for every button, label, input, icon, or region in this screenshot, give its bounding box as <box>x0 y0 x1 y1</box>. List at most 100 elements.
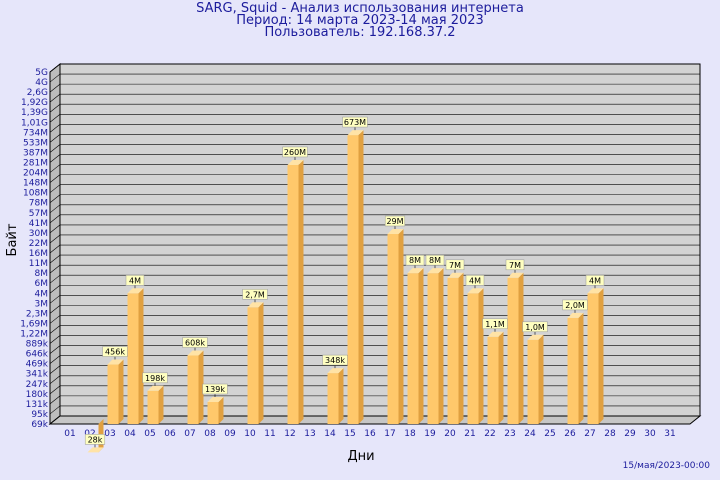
y-tick-label: 1,39G <box>21 108 48 118</box>
y-tick-label: 341k <box>26 370 49 380</box>
data-labels: 28k 456k 4M 198k 608k 139k 2,7M 260M 348k 673M 29M… <box>84 116 605 448</box>
bar <box>487 331 504 424</box>
x-tick-label: 28 <box>604 429 616 439</box>
gridline-side <box>49 194 61 203</box>
bar <box>127 288 144 424</box>
y-tick-label: 57M <box>29 209 48 219</box>
bar <box>187 350 204 424</box>
gridline-side <box>49 365 61 374</box>
x-tick-label: 29 <box>624 429 636 439</box>
gridline-side <box>49 325 61 334</box>
svg-text:198k: 198k <box>145 374 165 383</box>
bar <box>387 229 404 424</box>
data-label: 8M <box>425 254 445 269</box>
gridline-side <box>49 295 61 304</box>
bar <box>347 130 364 424</box>
bars <box>87 130 604 453</box>
x-tick-label: 03 <box>104 429 115 439</box>
y-axis-label: Байт <box>5 223 20 256</box>
bar <box>447 272 464 424</box>
svg-text:4M: 4M <box>129 276 141 285</box>
data-label: 7M <box>505 259 525 273</box>
svg-text:673M: 673M <box>344 118 366 127</box>
y-tick-label: 4G <box>35 78 48 88</box>
svg-text:1,1M: 1,1M <box>485 320 505 329</box>
y-tick-label: 131k <box>26 400 49 410</box>
svg-text:4M: 4M <box>469 276 481 285</box>
gridline-side <box>49 214 61 224</box>
x-tick-label: 11 <box>264 429 275 439</box>
title-line-user: Пользователь: 192.168.37.2 <box>264 25 456 40</box>
x-tick-label: 22 <box>484 429 495 439</box>
bar <box>507 272 524 424</box>
svg-text:1,0M: 1,0M <box>525 323 545 332</box>
svg-text:139k: 139k <box>205 385 225 394</box>
svg-text:4M: 4M <box>589 276 601 285</box>
gridline-side <box>49 285 61 294</box>
svg-text:29M: 29M <box>386 217 403 226</box>
y-tick-labels: 5G4G2,6G1,92G1,39G1,01G734M533M387M281M2… <box>20 68 49 430</box>
x-tick-labels: 01 02 03 04 05 06 07 08 09 10 11 12 13 14 15 16 17 18 19 20… <box>64 429 675 439</box>
svg-text:28k: 28k <box>88 435 103 444</box>
gridline-side <box>49 204 61 214</box>
data-label: 28k <box>84 434 106 448</box>
svg-text:456k: 456k <box>105 348 125 357</box>
bar <box>587 288 604 424</box>
data-label: 673M <box>342 116 368 131</box>
x-tick-label: 23 <box>504 429 515 439</box>
gridline-side <box>49 274 61 284</box>
y-tick-label: 387M <box>23 148 48 158</box>
x-tick-label: 07 <box>184 429 195 439</box>
bar <box>567 312 584 424</box>
y-tick-label: 1,01G <box>21 118 48 128</box>
svg-text:8M: 8M <box>429 256 441 265</box>
y-tick-label: 30M <box>29 229 48 239</box>
y-tick-label: 180k <box>26 390 49 400</box>
gridline-side <box>49 415 61 425</box>
data-label: 4M <box>585 275 605 289</box>
data-label: 2,0M <box>562 299 588 313</box>
x-tick-label: 09 <box>224 429 236 439</box>
x-tick-label: 06 <box>164 429 176 439</box>
y-tick-label: 148M <box>23 179 48 189</box>
x-tick-label: 02 <box>84 429 95 439</box>
data-label: 260M <box>282 146 308 160</box>
svg-text:260M: 260M <box>284 148 306 157</box>
gridline-side <box>49 244 61 254</box>
data-label: 608k <box>182 337 208 351</box>
svg-text:8M: 8M <box>409 256 421 265</box>
gridline-side <box>49 63 61 73</box>
y-tick-label: 734M <box>23 128 48 138</box>
gridline-side <box>49 355 61 364</box>
data-label: 29M <box>384 215 406 230</box>
bar <box>427 268 444 424</box>
gridline-side <box>49 335 61 344</box>
y-tick-label: 41M <box>29 219 48 229</box>
bar <box>327 368 344 424</box>
data-label: 8M <box>405 254 425 269</box>
x-tick-label: 14 <box>324 429 336 439</box>
y-tick-label: 1,22M <box>20 329 48 339</box>
x-tick-label: 08 <box>204 429 216 439</box>
x-axis-label: Дни <box>347 449 374 464</box>
gridline-side <box>49 315 61 324</box>
gridline-side <box>49 164 61 173</box>
y-tick-label: 646k <box>26 350 49 360</box>
data-label: 1,0M <box>522 321 548 335</box>
data-label: 198k <box>142 372 168 386</box>
y-tick-label: 78M <box>29 199 48 209</box>
y-tick-label: 4M <box>35 289 49 299</box>
gridline-side <box>49 405 61 415</box>
x-tick-label: 21 <box>464 429 475 439</box>
bar <box>247 302 264 424</box>
x-tick-label: 25 <box>544 429 555 439</box>
bar <box>467 288 484 424</box>
data-label: 456k <box>102 346 128 360</box>
bar <box>207 397 224 424</box>
bar <box>287 159 304 424</box>
y-tick-label: 2,6G <box>27 88 48 98</box>
y-tick-label: 533M <box>23 138 48 148</box>
bar <box>147 385 164 424</box>
gridline-side <box>49 305 61 314</box>
